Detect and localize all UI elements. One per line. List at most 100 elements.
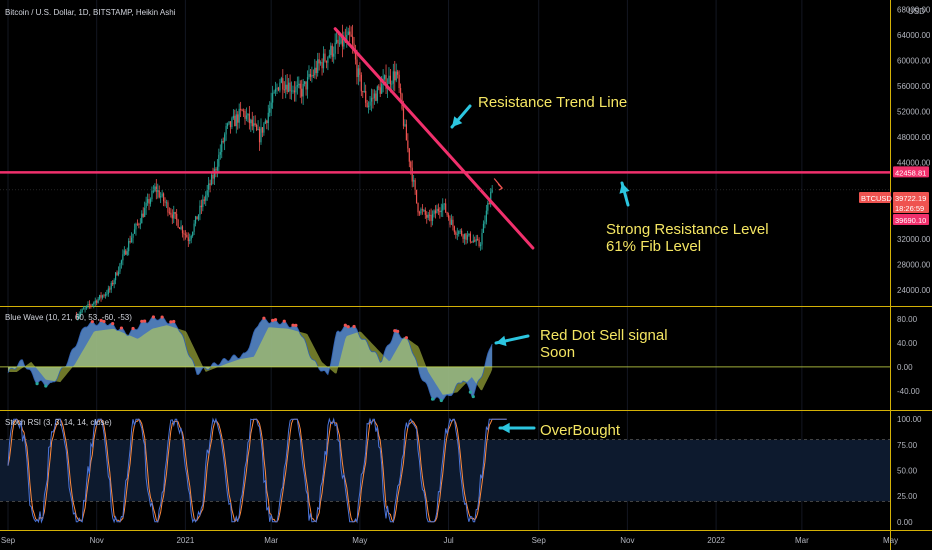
candle — [315, 60, 317, 80]
candle — [440, 203, 442, 217]
time-tick-label: Mar — [795, 536, 809, 545]
candle — [267, 104, 269, 131]
candle — [222, 137, 224, 144]
candle — [181, 225, 184, 238]
arrow-sell-signal — [494, 334, 530, 347]
candle — [266, 119, 268, 130]
candle — [193, 219, 195, 236]
stoch-rsi-series[interactable] — [0, 417, 890, 524]
wave-tick-label: -40.00 — [897, 387, 920, 396]
candlestick-series[interactable] — [75, 24, 504, 321]
arrow-trend-line — [450, 104, 472, 129]
candle — [116, 270, 118, 276]
candle — [128, 238, 130, 256]
candle — [283, 81, 285, 94]
price-tick-label: 56000.00 — [897, 82, 931, 91]
candle — [177, 218, 179, 229]
candle — [202, 194, 204, 212]
candle — [210, 172, 213, 186]
candle — [445, 198, 447, 213]
sell-dot — [131, 326, 135, 331]
annotation-sell-signal: Red Dot Sell signal — [540, 327, 668, 344]
candle — [324, 48, 326, 63]
time-axis[interactable]: Sep Nov 2021 Mar May Jul Sep Nov 2022 Mar May — [1, 536, 898, 545]
candle — [113, 278, 115, 289]
wave-tick-label: 80.00 — [897, 315, 918, 324]
candle — [349, 25, 351, 43]
candle — [263, 122, 265, 136]
svg-text:39690.10: 39690.10 — [895, 216, 926, 225]
sell-dot — [169, 320, 173, 324]
candle — [107, 285, 109, 297]
blue-wave-series[interactable] — [0, 315, 890, 403]
candle — [274, 81, 277, 97]
price-chart-title: Bitcoin / U.S. Dollar, 1D, BITSTAMP, Hei… — [5, 8, 176, 17]
trend-line[interactable] — [333, 27, 535, 250]
candle — [242, 108, 245, 117]
price-tick-label: 44000.00 — [897, 159, 931, 168]
candle — [129, 235, 131, 244]
price-axis[interactable]: 68000.00 64000.00 60000.00 56000.00 52000.00… — [897, 6, 931, 527]
candle — [78, 311, 80, 320]
candle — [360, 72, 362, 97]
candle — [142, 207, 144, 218]
candle — [221, 138, 223, 159]
candle — [475, 234, 477, 246]
candle — [83, 305, 85, 310]
candle — [136, 219, 139, 226]
candle — [165, 199, 168, 209]
candle — [176, 209, 178, 226]
candle — [295, 81, 297, 102]
candle — [196, 216, 198, 220]
candle — [261, 126, 264, 138]
candle — [184, 230, 186, 240]
stoch-tick-label: 75.00 — [897, 441, 918, 450]
candle — [413, 174, 415, 187]
candle — [301, 79, 303, 104]
candle — [155, 179, 157, 200]
candle — [117, 266, 120, 277]
candle — [290, 81, 293, 100]
candle — [151, 186, 153, 202]
candle — [238, 103, 240, 129]
candle — [244, 109, 246, 125]
candle — [481, 228, 483, 250]
candle — [311, 66, 313, 83]
svg-text:18:26:59: 18:26:59 — [895, 204, 924, 213]
sell-dot — [172, 319, 176, 324]
price-tick-label: 32000.00 — [897, 235, 931, 244]
candle — [141, 210, 143, 224]
stoch-tick-label: 50.00 — [897, 467, 918, 476]
buy-dot — [471, 394, 475, 399]
candle — [322, 46, 325, 73]
candle — [404, 119, 406, 128]
candle — [439, 207, 441, 219]
candle — [162, 192, 165, 207]
price-tag: 39690.10 — [893, 214, 929, 225]
candle — [309, 69, 312, 82]
sell-dot — [111, 322, 115, 326]
candle — [397, 69, 399, 79]
candle — [405, 119, 407, 141]
candle — [306, 70, 309, 99]
sell-dot — [262, 316, 266, 320]
candle — [164, 197, 166, 207]
candle — [270, 92, 272, 117]
candle — [325, 60, 328, 69]
horizontal-resistance-line[interactable] — [0, 171, 890, 191]
candle — [420, 207, 422, 216]
candle — [305, 81, 307, 96]
candle — [298, 76, 300, 89]
candle — [154, 183, 156, 193]
time-tick-label: Nov — [90, 536, 104, 545]
sell-dot — [140, 319, 144, 323]
candle — [433, 209, 435, 218]
sell-dot — [393, 329, 397, 333]
candle — [462, 233, 464, 243]
price-tick-label: 24000.00 — [897, 286, 931, 295]
candle — [277, 86, 280, 92]
candle — [187, 232, 189, 248]
candle — [110, 281, 112, 293]
candle — [414, 178, 416, 195]
